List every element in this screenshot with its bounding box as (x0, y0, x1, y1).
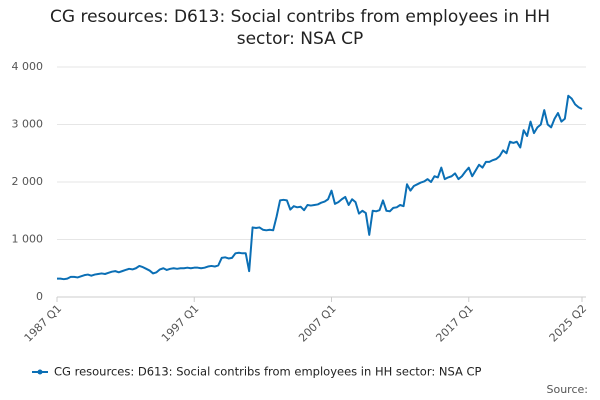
chart-title: CG resources: D613: Social contribs from… (50, 7, 550, 49)
legend-marker (37, 369, 43, 375)
y-tick-label: 2 000 (12, 175, 44, 188)
data-line (57, 94, 583, 281)
x-tick-label: 2007 Q1 (296, 302, 339, 345)
y-tick-label: 3 000 (12, 118, 44, 131)
y-tick-label: 4 000 (12, 60, 44, 73)
legend-label: CG resources: D613: Social contribs from… (54, 365, 482, 379)
x-tick-label: 2025 Q2 (547, 302, 590, 345)
x-tick-label: 2017 Q1 (433, 302, 476, 345)
x-tick-label: 1987 Q1 (22, 302, 65, 345)
source-label: Source: (547, 383, 589, 396)
y-tick-label: 1 000 (12, 233, 44, 246)
y-tick-label: 0 (36, 290, 43, 303)
x-tick-label: 1997 Q1 (159, 302, 202, 345)
